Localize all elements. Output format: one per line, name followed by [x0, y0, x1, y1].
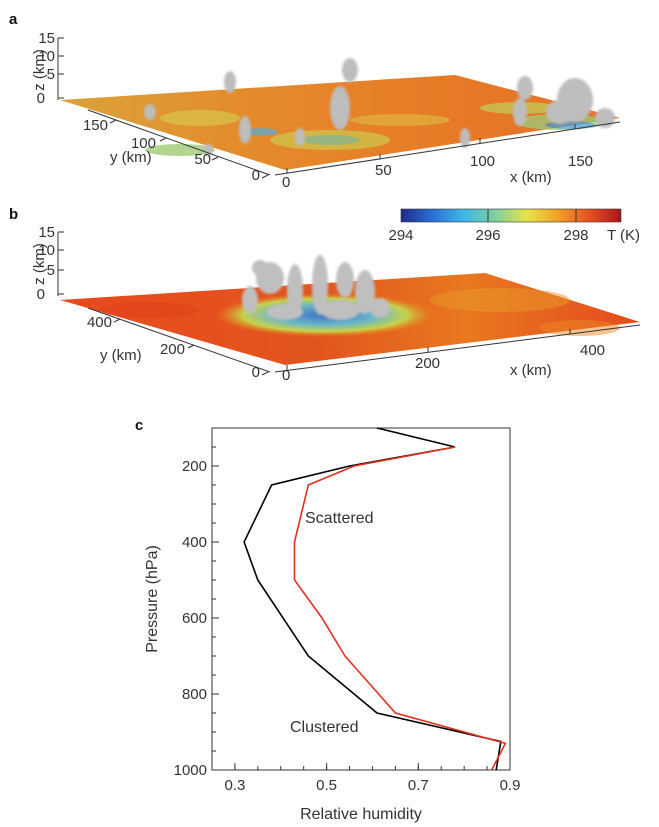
series-line-scattered — [293, 446, 507, 771]
axis-ticks: 0.3 0.5 0.7 0.9 200 400 600 800 1000 — [174, 446, 521, 794]
y-axis-line — [87, 307, 271, 373]
x-axis-line — [274, 324, 641, 373]
y-tick-100: 100 — [131, 135, 156, 152]
plot-frame — [211, 427, 511, 771]
y-tick-50: 50 — [194, 151, 211, 168]
panel-letter-c: c — [135, 417, 143, 434]
y-axis-label: y (km) — [100, 347, 142, 364]
z-ticks — [58, 37, 64, 99]
y-tick-0: 0 — [252, 364, 260, 381]
y-axis-label-c: Pressure (hPa) — [144, 545, 161, 653]
y-axis-label: y (km) — [110, 149, 152, 166]
colorbar-ticks — [487, 209, 577, 222]
x-axis-line — [274, 121, 621, 176]
x-tick-200: 200 — [415, 355, 440, 372]
panel-a: a 15 10 5 0 z (km) — [9, 11, 621, 191]
z-axis-label: z (km) — [31, 49, 48, 91]
y-axis-line — [87, 109, 271, 176]
y-tick-200: 200 — [160, 341, 185, 358]
y-tick-label: 400 — [182, 534, 207, 551]
z-tick-10: 10 — [38, 48, 55, 65]
z-axis-label: z (km) — [31, 243, 48, 285]
annotation-clustered: Clustered — [290, 719, 358, 736]
x-tick-100: 100 — [470, 153, 495, 170]
annotation-scattered: Scattered — [305, 510, 373, 527]
y-tick-150: 150 — [83, 117, 108, 134]
colorbar-tick-296: 296 — [475, 227, 500, 244]
y-ticks — [109, 119, 269, 179]
colorbar-tick-298: 298 — [563, 227, 588, 244]
series-lines — [243, 427, 507, 771]
z-tick-15: 15 — [38, 224, 55, 241]
y-tick-label: 1000 — [174, 762, 207, 779]
panel-letter-b: b — [9, 206, 18, 223]
x-tick-50: 50 — [375, 162, 392, 179]
panel-b: b 294 296 298 T (K) 15 10 5 0 z (km) — [9, 206, 641, 384]
y-tick-label: 200 — [182, 458, 207, 475]
y-ticks — [113, 318, 269, 376]
panel-letter-a: a — [9, 11, 18, 28]
y-tick-label: 600 — [182, 610, 207, 627]
z-tick-5: 5 — [47, 66, 55, 83]
x-axis-label: x (km) — [510, 169, 552, 186]
x-tick-0: 0 — [282, 174, 290, 191]
x-tick-150: 150 — [568, 153, 593, 170]
clouds-b — [242, 255, 390, 320]
z-tick-10: 10 — [38, 242, 55, 259]
x-tick-label: 0.5 — [316, 777, 337, 794]
y-tick-label: 800 — [182, 686, 207, 703]
x-axis-label: x (km) — [510, 362, 552, 379]
x-tick-400: 400 — [580, 342, 605, 359]
z-tick-5: 5 — [47, 262, 55, 279]
clouds-a — [144, 58, 615, 156]
x-tick-0: 0 — [282, 367, 290, 384]
colorbar-label: T (K) — [607, 227, 640, 244]
z-ticks — [58, 231, 64, 295]
z-tick-0: 0 — [37, 286, 45, 303]
x-tick-label: 0.3 — [224, 777, 245, 794]
x-tick-label: 0.9 — [500, 777, 521, 794]
series-line-clustered — [243, 427, 502, 771]
surface-texture-b — [100, 288, 620, 336]
x-ticks — [286, 329, 571, 370]
panel-c-chart: c 0.3 0.5 0.7 0.9 200 400 600 800 1000 Scattered… — [135, 417, 521, 823]
x-ticks — [286, 124, 576, 173]
x-tick-label: 0.7 — [408, 777, 429, 794]
y-tick-0: 0 — [252, 167, 260, 184]
z-tick-15: 15 — [38, 30, 55, 47]
y-tick-400: 400 — [87, 314, 112, 331]
x-axis-label-c: Relative humidity — [300, 806, 422, 823]
z-tick-0: 0 — [37, 90, 45, 107]
colorbar-tick-294: 294 — [388, 227, 413, 244]
colorbar — [400, 208, 622, 223]
